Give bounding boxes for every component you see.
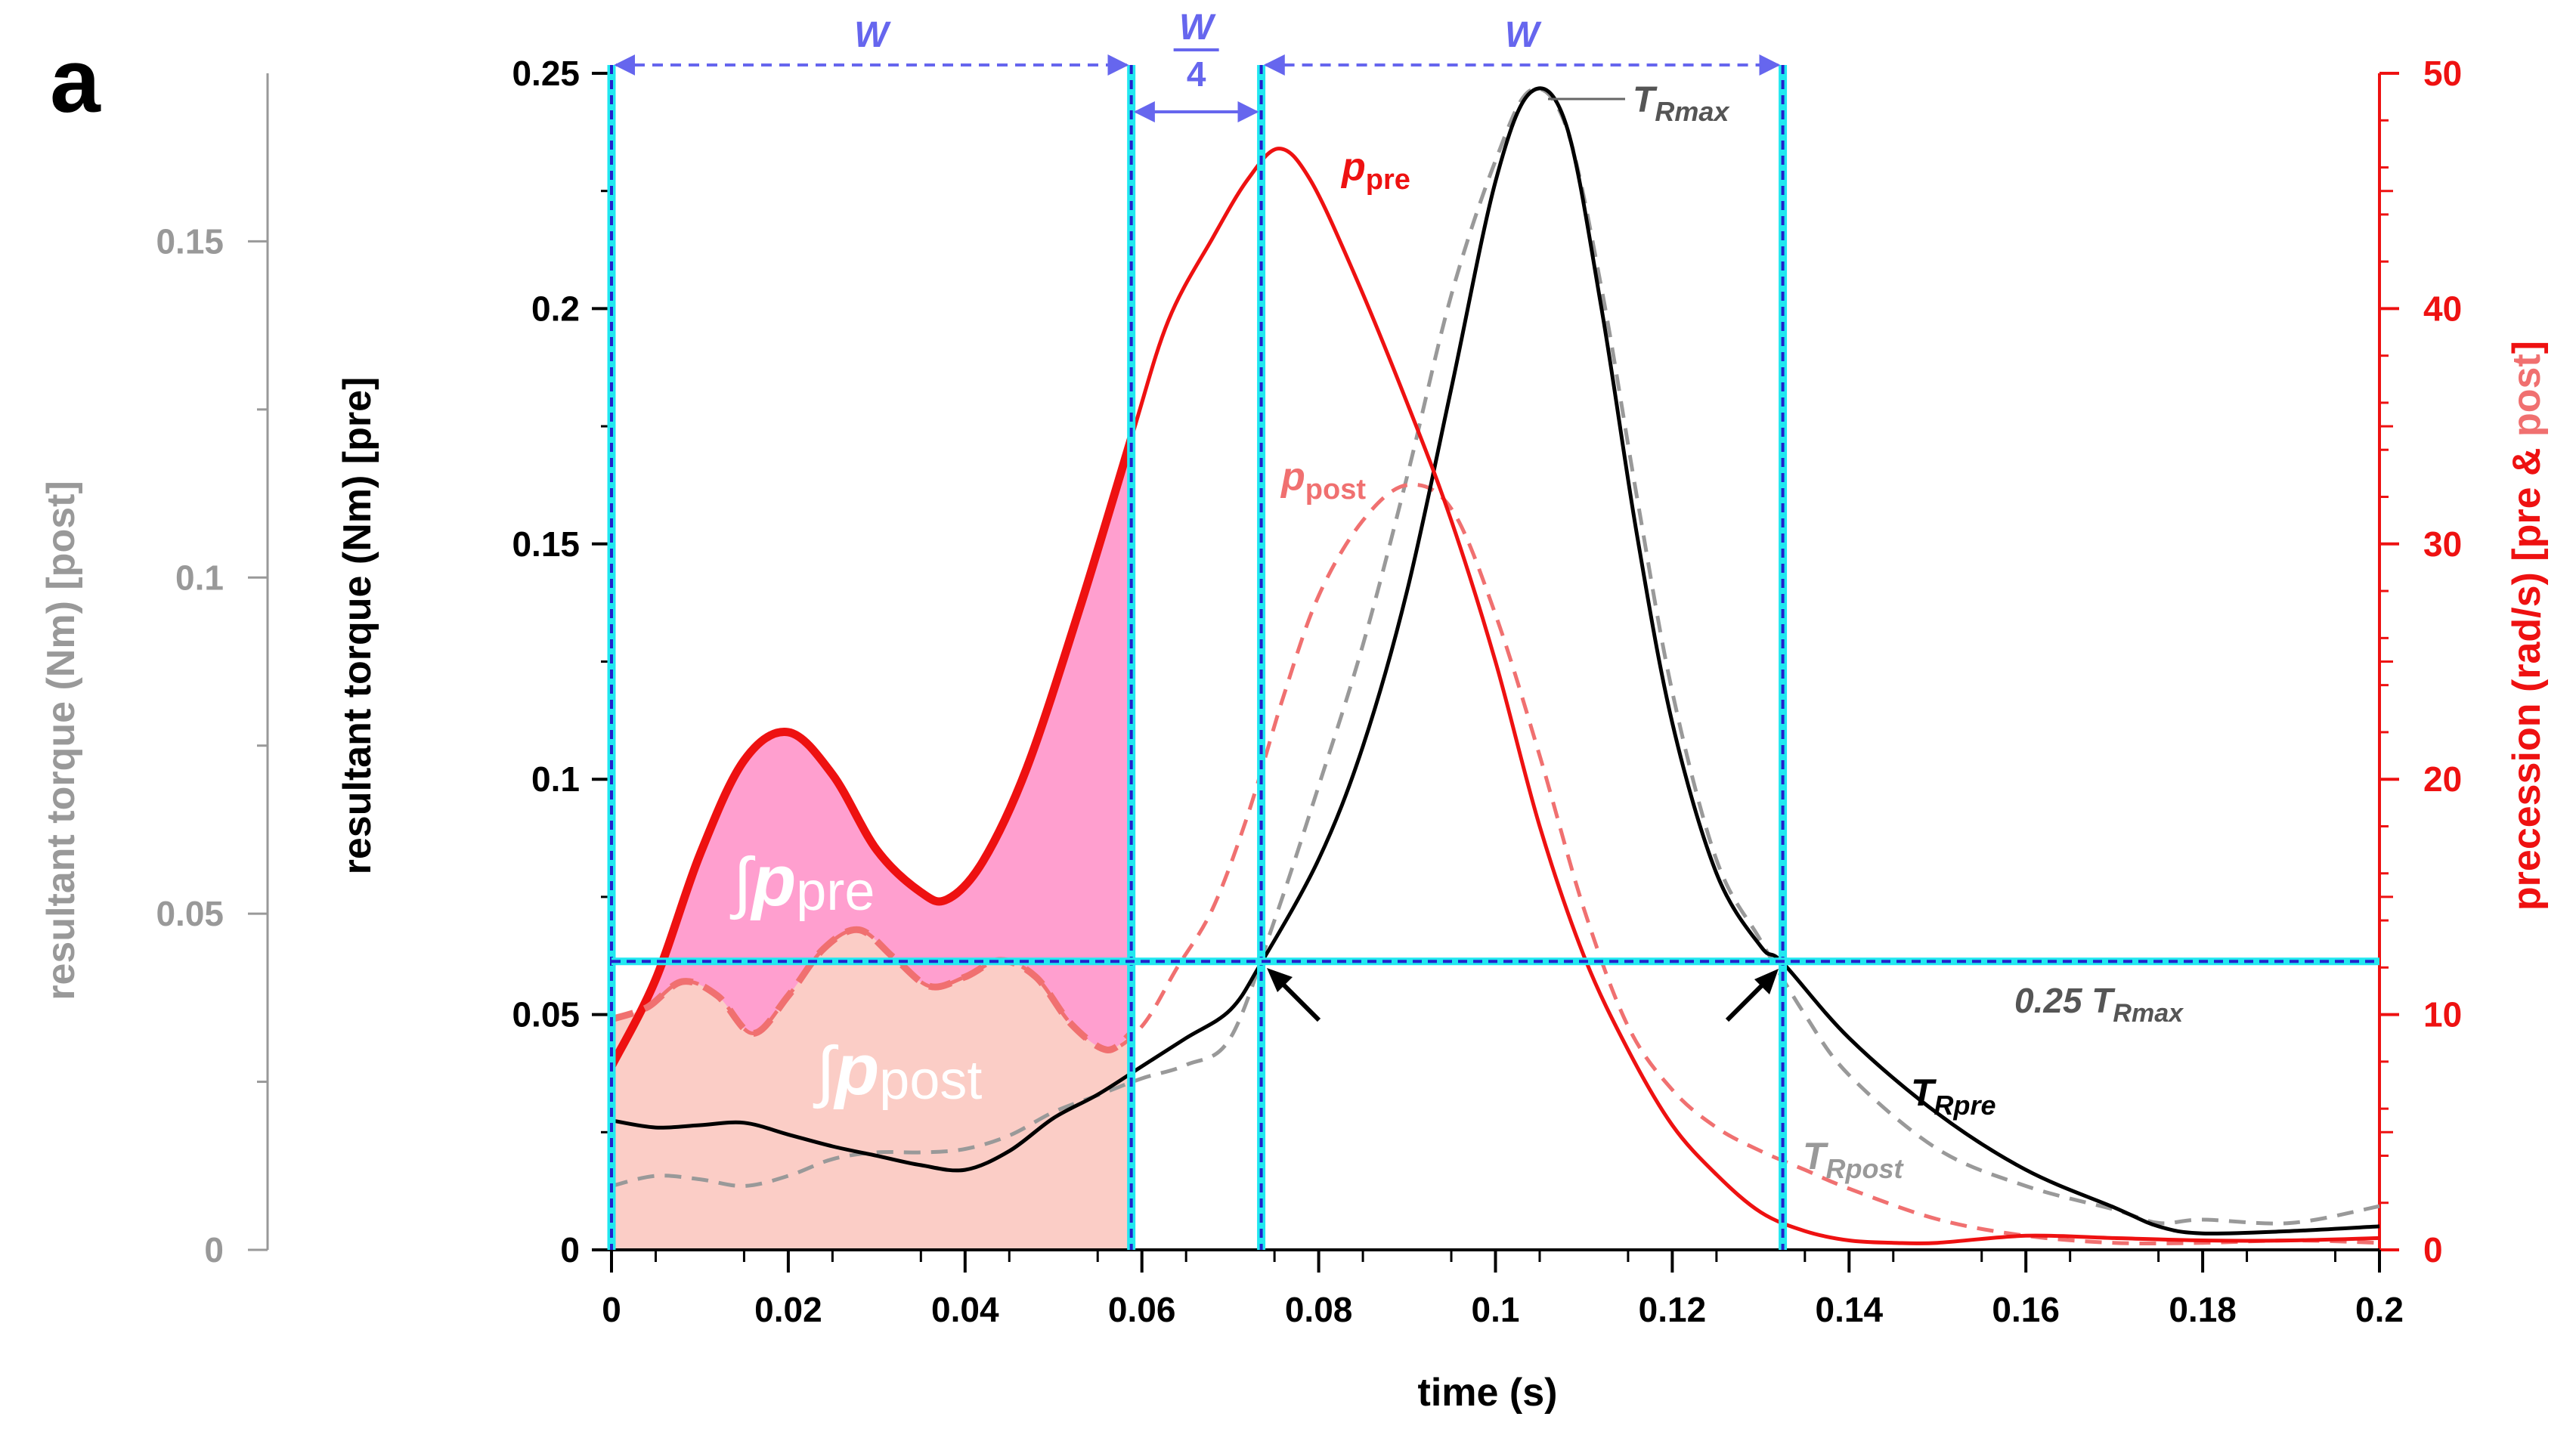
pre-axis-tick-label: 0.25: [512, 54, 580, 93]
precession-axis-title: precession (rad/s) [pre & post]: [2505, 341, 2549, 911]
trmax-label: TRmax: [1633, 80, 1730, 127]
post-axis-tick-label: 0.1: [175, 558, 224, 597]
x-axis-tick-label: 0.16: [1992, 1290, 2060, 1329]
window-label-w-2: W: [1505, 15, 1542, 55]
right-axis-tick-label: 40: [2423, 289, 2462, 328]
x-axis-tick-label: 0.02: [754, 1290, 822, 1329]
right-axis-tick-label: 30: [2423, 524, 2462, 564]
series-line-p-post-thick: [610, 926, 1134, 1053]
pre-axis-tick-label: 0.05: [512, 995, 580, 1034]
pre-axis-tick-label: 0.1: [531, 759, 580, 799]
right-axis-tick-label: 10: [2423, 995, 2462, 1034]
right-axis-tick-label: 50: [2423, 54, 2462, 93]
panel-label: a: [50, 30, 101, 131]
threshold-label: 0.25 TRmax: [2014, 981, 2184, 1028]
x-axis-tick-label: 0.1: [1472, 1290, 1520, 1329]
ppost-label: ppost: [1280, 455, 1366, 506]
window-label-w-quarter: W: [1179, 8, 1216, 48]
right-axis-tick-label: 0: [2423, 1230, 2443, 1270]
series-line-t-rpre: [611, 86, 2380, 1236]
right-axis-tick-label: 20: [2423, 759, 2462, 799]
series-line-t-rpost: [611, 86, 2380, 1226]
annotations: TRmax ppre ppost TRpre TRpost 0.25 TRmax…: [729, 80, 2184, 1184]
series-line-p-pre-thick: [608, 437, 1135, 1069]
arrow-head-right: [1754, 969, 1779, 994]
integral-pre-label: ∫ppre: [729, 840, 875, 922]
window-arrows: W W 4 W: [614, 8, 1781, 122]
x-axis-tick-label: 0: [602, 1290, 621, 1329]
ppre-label: ppre: [1340, 145, 1410, 196]
pre-torque-axis: 0 0.05 0.1 0.15 0.2 0.25: [512, 54, 613, 1270]
window-label-four: 4: [1187, 54, 1206, 94]
post-axis-tick-label: 0: [204, 1230, 224, 1270]
pre-axis-tick-label: 0.15: [512, 524, 580, 564]
x-axis-tick-label: 0.18: [2169, 1290, 2237, 1329]
markers: [607, 65, 2379, 1250]
arrow-head-left: [1267, 968, 1293, 992]
x-axis-tick-label: 0.12: [1639, 1290, 1707, 1329]
x-axis-tick-label: 0.14: [1816, 1290, 1884, 1329]
x-axis-tick-label: 0.06: [1108, 1290, 1176, 1329]
time-axis: 0 0.02 0.04 0.06 0.08 0.1 0.12 0.14 0.16 0.18 0.2: [602, 1248, 2404, 1329]
x-axis-tick-label: 0.08: [1285, 1290, 1353, 1329]
pre-axis-tick-label: 0.2: [531, 289, 580, 328]
fill-p-post: [611, 929, 1132, 1250]
trpre-label: TRpre: [1911, 1072, 1996, 1121]
pre-torque-axis-title: resultant torque (Nm) [pre]: [336, 377, 379, 875]
post-torque-axis: 0 0.05 0.1 0.15: [156, 73, 269, 1270]
post-torque-axis-title: resultant torque (Nm) [post]: [39, 481, 83, 1000]
series-group: [608, 86, 2380, 1245]
post-axis-tick-label: 0.15: [156, 221, 224, 261]
time-axis-title: time (s): [1418, 1371, 1558, 1415]
x-axis-tick-label: 0.04: [931, 1290, 999, 1329]
x-axis-tick-label: 0.2: [2355, 1290, 2404, 1329]
trpost-label: TRpost: [1803, 1135, 1905, 1184]
pre-axis-tick-label: 0: [560, 1230, 580, 1270]
window-label-w: W: [854, 15, 891, 55]
post-axis-tick-label: 0.05: [156, 894, 224, 933]
integral-post-label: ∫ppost: [813, 1029, 982, 1111]
precession-axis: 0 10 20 30 40 50: [2378, 54, 2462, 1270]
